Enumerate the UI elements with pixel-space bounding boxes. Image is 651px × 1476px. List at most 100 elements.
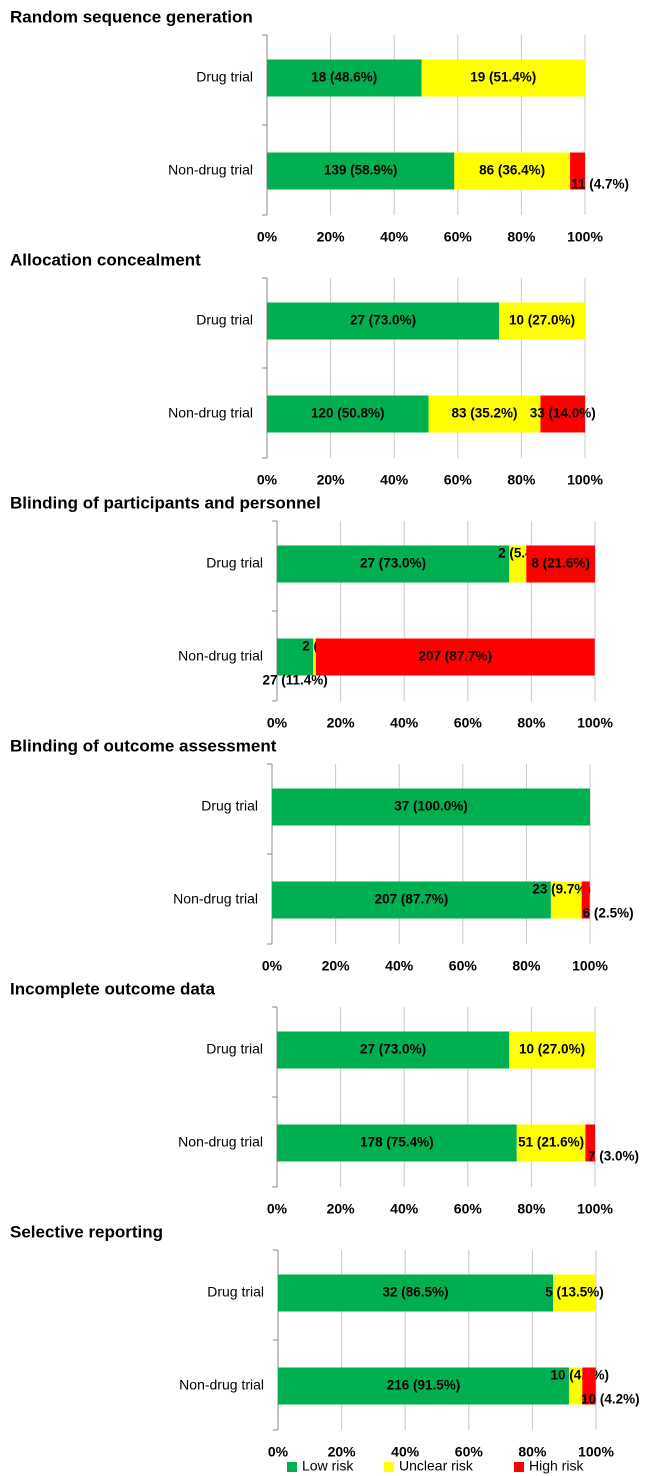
legend-label: Unclear risk (399, 1458, 474, 1474)
value-label: 207 (87.7%) (418, 649, 492, 664)
value-label: 178 (75.4%) (360, 1135, 434, 1150)
x-tick-label: 20% (327, 1201, 356, 1217)
panel-title: Blinding of participants and personnel (10, 493, 321, 512)
bar-segment (509, 1031, 595, 1069)
value-label: 216 (91.5%) (387, 1378, 461, 1393)
x-tick-label: 100% (567, 472, 603, 488)
category-label: Drug trial (206, 1041, 263, 1057)
panel-title: Allocation concealment (10, 250, 201, 269)
category-label: Non-drug trial (168, 405, 253, 421)
bar-segment (277, 545, 510, 583)
bar-segment (277, 1031, 510, 1069)
value-label: 83 (35.2%) (451, 406, 517, 421)
x-tick-label: 80% (507, 229, 536, 245)
x-tick-label: 20% (322, 958, 351, 974)
bar-segment (568, 1367, 583, 1405)
x-tick-label: 40% (380, 229, 409, 245)
x-tick-label: 60% (454, 715, 483, 731)
value-label: 10 (4.2%) (550, 1368, 609, 1383)
x-tick-label: 40% (385, 958, 414, 974)
x-tick-label: 0% (268, 1444, 289, 1460)
x-tick-label: 40% (390, 715, 419, 731)
bar-segment (267, 395, 429, 433)
value-label: 10 (4.2%) (581, 1392, 640, 1407)
bar-segment (272, 788, 590, 826)
x-tick-label: 20% (317, 229, 346, 245)
category-label: Drug trial (196, 69, 253, 85)
legend-label: Low risk (302, 1458, 354, 1474)
value-label: 10 (27.0%) (509, 313, 575, 328)
x-tick-label: 0% (262, 958, 283, 974)
x-tick-label: 80% (507, 472, 536, 488)
value-label: 7 (3.0%) (588, 1149, 639, 1164)
x-tick-label: 0% (257, 472, 278, 488)
x-tick-label: 20% (327, 715, 356, 731)
category-label: Non-drug trial (178, 1134, 263, 1150)
category-label: Non-drug trial (178, 648, 263, 664)
panel-title: Incomplete outcome data (10, 979, 216, 998)
value-label: 18 (48.6%) (311, 70, 377, 85)
bar-segment (509, 545, 527, 583)
bar-segment (585, 1124, 595, 1162)
panel-title: Selective reporting (10, 1222, 163, 1241)
bar-segment (313, 638, 316, 676)
x-tick-label: 100% (577, 715, 613, 731)
bar-segment (499, 302, 585, 340)
bar-segment (267, 152, 455, 190)
x-tick-label: 40% (391, 1444, 420, 1460)
x-tick-label: 60% (444, 229, 473, 245)
bar-segment (550, 881, 582, 919)
x-tick-label: 60% (455, 1444, 484, 1460)
x-tick-label: 80% (512, 958, 541, 974)
legend-swatch (384, 1462, 394, 1472)
category-label: Drug trial (201, 798, 258, 814)
x-tick-label: 0% (267, 715, 288, 731)
x-tick-label: 100% (577, 1201, 613, 1217)
value-label: 27 (73.0%) (350, 313, 416, 328)
value-label: 32 (86.5%) (383, 1285, 449, 1300)
value-label: 23 (9.7%) (532, 882, 591, 897)
bar-segment (267, 302, 500, 340)
value-label: 27 (73.0%) (360, 1042, 426, 1057)
x-tick-label: 0% (257, 229, 278, 245)
bar-segment (516, 1124, 586, 1162)
bar-segment (272, 881, 551, 919)
value-label: 27 (11.4%) (262, 673, 327, 688)
x-tick-label: 20% (317, 472, 346, 488)
bar-segment (278, 1367, 569, 1405)
x-tick-label: 80% (517, 1201, 546, 1217)
value-label: 139 (58.9%) (324, 163, 398, 178)
category-label: Drug trial (196, 312, 253, 328)
x-tick-label: 100% (578, 1444, 614, 1460)
value-label: 33 (14.0%) (530, 406, 596, 421)
value-label: 10 (27.0%) (519, 1042, 585, 1057)
value-label: 207 (87.7%) (375, 892, 449, 907)
value-label: 11 (4.7%) (571, 177, 629, 192)
legend-label: High risk (529, 1458, 584, 1474)
x-tick-label: 100% (572, 958, 608, 974)
value-label: 86 (36.4%) (479, 163, 545, 178)
value-label: 51 (21.6%) (518, 1135, 584, 1150)
category-label: Drug trial (206, 555, 263, 571)
legend-swatch (287, 1462, 297, 1472)
legend-swatch (514, 1462, 524, 1472)
category-label: Non-drug trial (168, 162, 253, 178)
bar-segment (267, 59, 422, 97)
panel-title: Blinding of outcome assessment (10, 736, 277, 755)
x-tick-label: 100% (567, 229, 603, 245)
bar-segment (581, 881, 590, 919)
bar-segment (277, 638, 314, 676)
category-label: Drug trial (207, 1284, 264, 1300)
bar-segment (428, 395, 541, 433)
x-tick-label: 60% (449, 958, 478, 974)
category-label: Non-drug trial (173, 891, 258, 907)
value-label: 6 (2.5%) (583, 906, 634, 921)
x-tick-label: 80% (518, 1444, 547, 1460)
x-tick-label: 60% (444, 472, 473, 488)
x-tick-label: 60% (454, 1201, 483, 1217)
value-label: 5 (13.5%) (545, 1285, 604, 1300)
bar-segment (582, 1367, 596, 1405)
category-label: Non-drug trial (179, 1377, 264, 1393)
value-label: 27 (73.0%) (360, 556, 426, 571)
